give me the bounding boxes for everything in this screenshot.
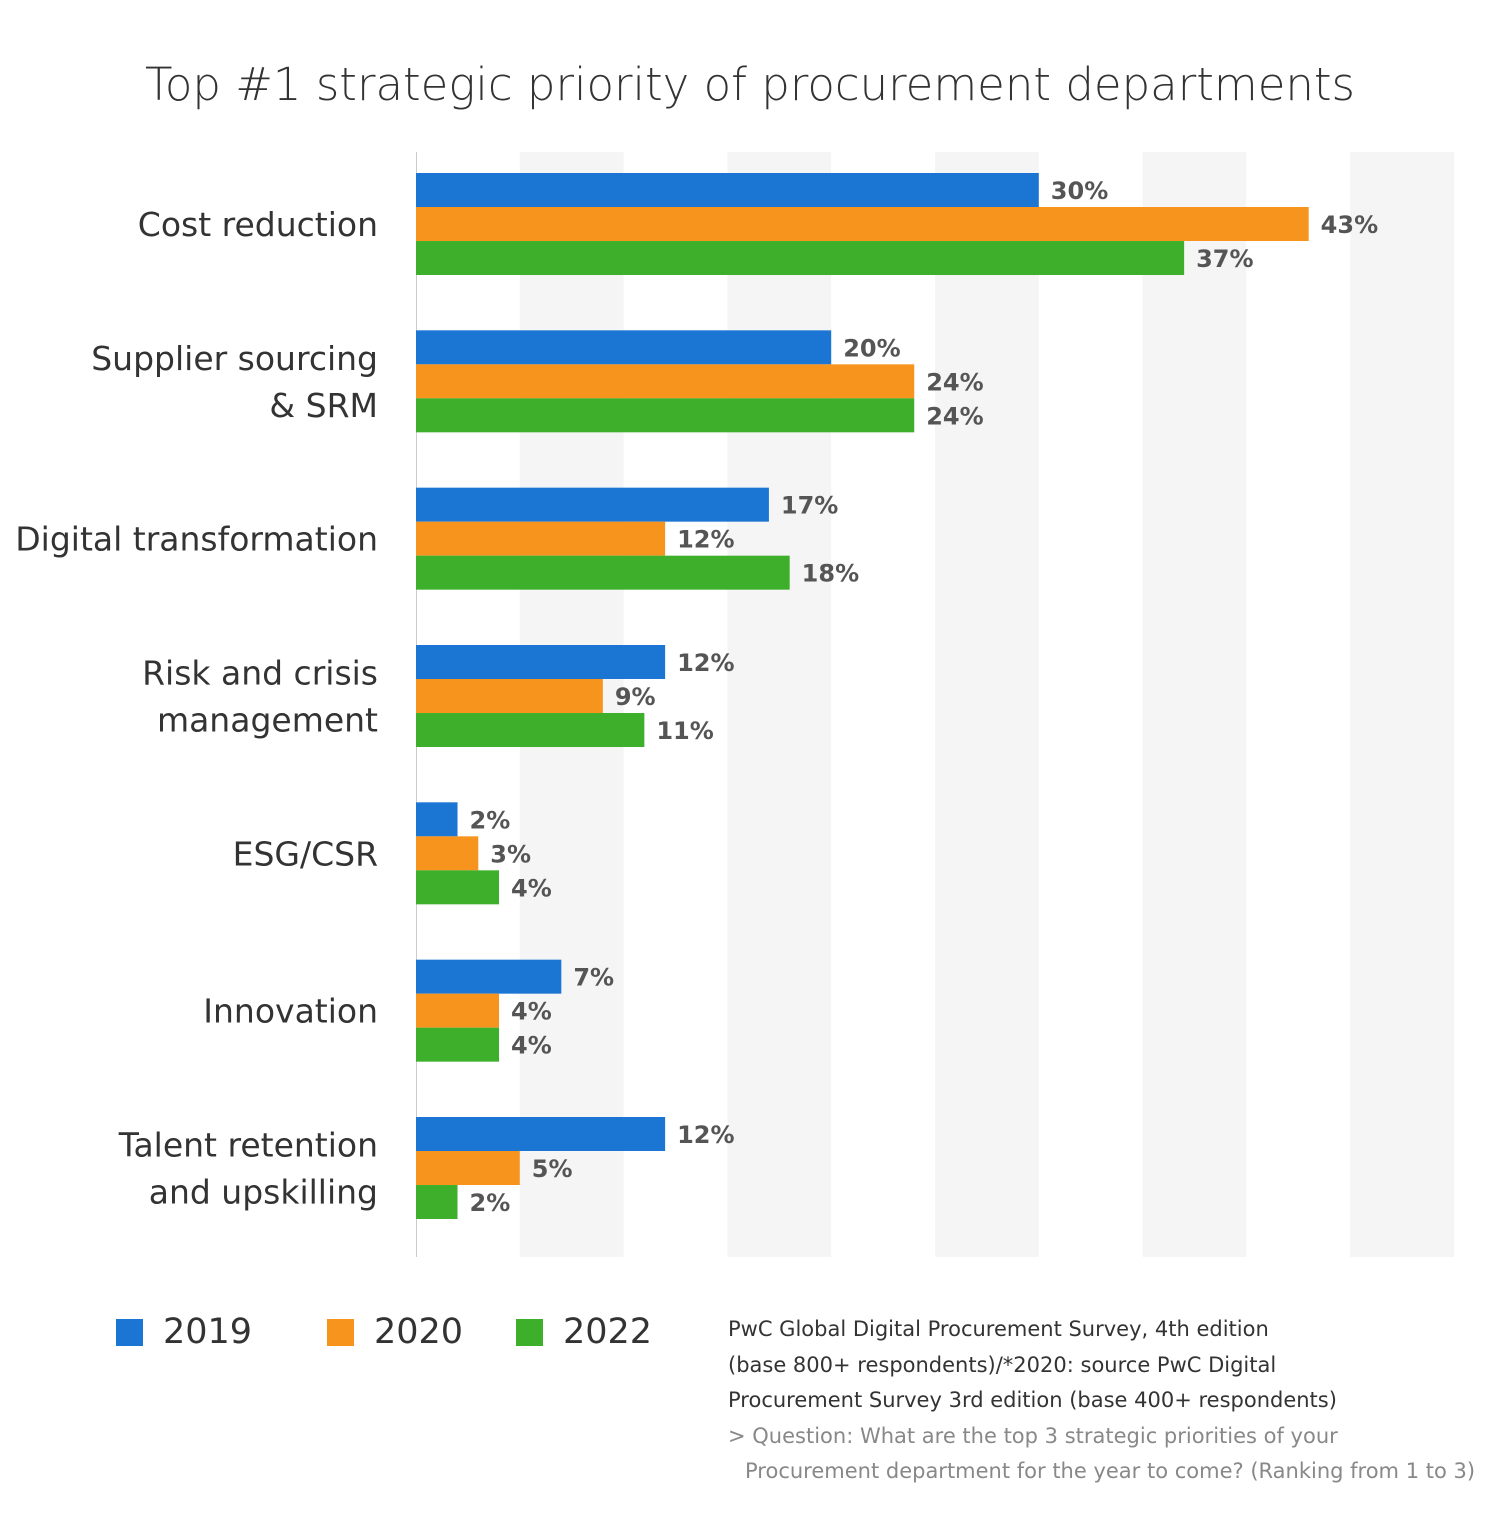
chart-title: Top #1 strategic priority of procurement… [144,58,1355,111]
bar-2022 [416,241,1185,275]
bar-2020 [416,679,603,713]
bar-2019 [416,173,1039,207]
bar-2022 [416,398,915,433]
data-label: 24% [926,368,983,396]
bar-2022 [416,1027,500,1062]
data-label: 2% [470,1189,511,1217]
data-label: 24% [926,402,983,430]
category-label: Risk and crisis management [142,654,378,740]
legend-label: 2022 [563,1312,653,1352]
bar-chart: Cost reduction 30% 43% 37% Supplier sourcing… [15,152,1454,1257]
bar-2020 [416,207,1309,241]
bar-2020 [416,364,915,399]
bar-2022 [416,870,500,905]
category-label: Digital transformation [15,520,378,559]
bar-2020 [416,1151,520,1185]
source-line: Procurement Survey 3rd edition (base 400… [728,1388,1337,1412]
legend-item-2022: 2022 [516,1312,652,1352]
bar-2019 [416,802,458,837]
bar-2019 [416,330,832,365]
category-label: Supplier sourcing & SRM [91,339,378,425]
data-label: 11% [656,717,713,745]
category-label: Innovation [203,992,378,1031]
data-label: 5% [532,1155,573,1183]
grid-band [727,152,832,1257]
bar-2020 [416,993,500,1028]
data-label: 7% [573,964,614,992]
data-label: 20% [843,334,900,362]
bar-2022 [416,1185,458,1219]
legend-label: 2019 [163,1312,253,1352]
grid-band [935,152,1039,1257]
legend-swatch [516,1318,543,1346]
data-label: 2% [470,806,511,834]
grid-band [1142,152,1247,1257]
data-label: 12% [677,526,734,554]
data-label: 18% [802,560,859,588]
question-line: Procurement department for the year to c… [745,1459,1476,1483]
source-line: (base 800+ respondents)/*2020: source Pw… [728,1352,1277,1377]
category-label: ESG/CSR [233,834,378,873]
data-label: 9% [615,683,656,711]
data-label: 30% [1051,177,1108,205]
source-line: PwC Global Digital Procurement Survey, 4… [728,1317,1269,1341]
legend-label: 2020 [374,1312,464,1352]
bar-2019 [416,645,666,679]
bar-2019 [416,959,562,994]
bar-2020 [416,521,666,556]
bar-2022 [416,713,645,747]
legend-item-2020: 2020 [327,1312,463,1352]
grid-band [1350,152,1454,1257]
legend-swatch [116,1318,143,1346]
bar-2020 [416,836,479,871]
data-label: 43% [1321,211,1378,239]
data-label: 4% [511,1032,552,1060]
bar-2019 [416,487,769,522]
legend-swatch [327,1318,354,1346]
bar-2022 [416,555,790,590]
data-label: 12% [677,649,734,677]
data-label: 4% [511,874,552,902]
data-label: 12% [677,1121,734,1149]
category-label: Talent retention and upskilling [118,1126,378,1212]
bar-2019 [416,1117,666,1151]
data-label: 37% [1196,245,1253,273]
data-label: 17% [781,492,838,520]
question-line: > Question: What are the top 3 strategic… [728,1423,1338,1448]
data-label: 4% [511,998,552,1026]
category-label: Cost reduction [138,205,378,244]
source-footnote: PwC Global Digital Procurement Survey, 4… [728,1312,1475,1490]
legend-item-2019: 2019 [116,1312,252,1352]
data-label: 3% [490,840,531,868]
